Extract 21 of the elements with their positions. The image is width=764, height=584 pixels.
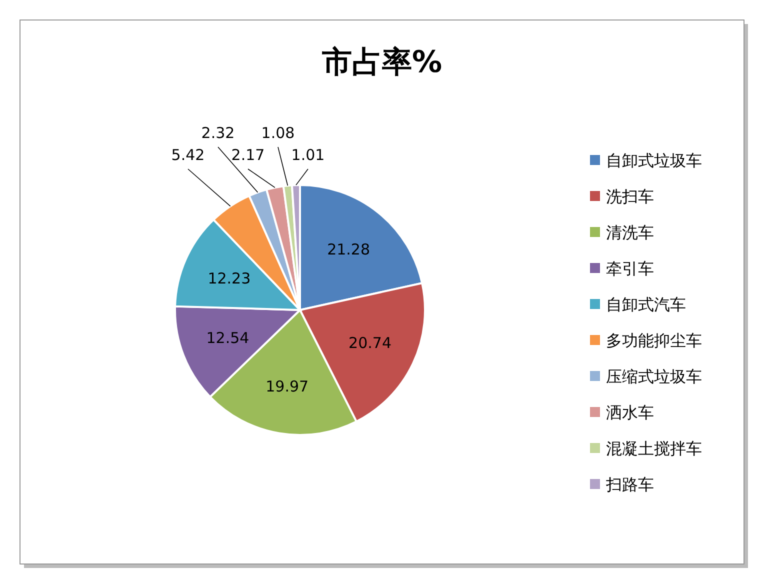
chart-title: 市占率% bbox=[320, 45, 442, 80]
legend-label: 自卸式汽车 bbox=[606, 295, 686, 314]
legend-label: 洒水车 bbox=[606, 403, 654, 422]
legend-label: 混凝土搅拌车 bbox=[606, 439, 702, 458]
data-label: 21.28 bbox=[327, 240, 370, 259]
data-label: 12.54 bbox=[206, 329, 250, 347]
legend-label: 自卸式垃圾车 bbox=[606, 151, 702, 170]
legend-label: 清洗车 bbox=[606, 223, 654, 242]
legend-label: 多功能抑尘车 bbox=[606, 331, 702, 350]
data-label: 2.17 bbox=[231, 146, 265, 164]
legend-label: 牵引车 bbox=[606, 259, 654, 278]
data-label: 20.74 bbox=[348, 334, 392, 352]
data-label: 19.97 bbox=[266, 377, 309, 396]
data-label: 2.32 bbox=[201, 124, 235, 142]
data-label: 12.23 bbox=[208, 270, 251, 288]
data-label: 5.42 bbox=[171, 146, 205, 164]
legend-label: 扫路车 bbox=[605, 475, 654, 494]
data-label: 1.01 bbox=[291, 146, 325, 164]
data-label: 1.08 bbox=[261, 124, 295, 142]
legend-label: 压缩式垃圾车 bbox=[606, 367, 702, 386]
legend-label: 洗扫车 bbox=[606, 187, 654, 206]
